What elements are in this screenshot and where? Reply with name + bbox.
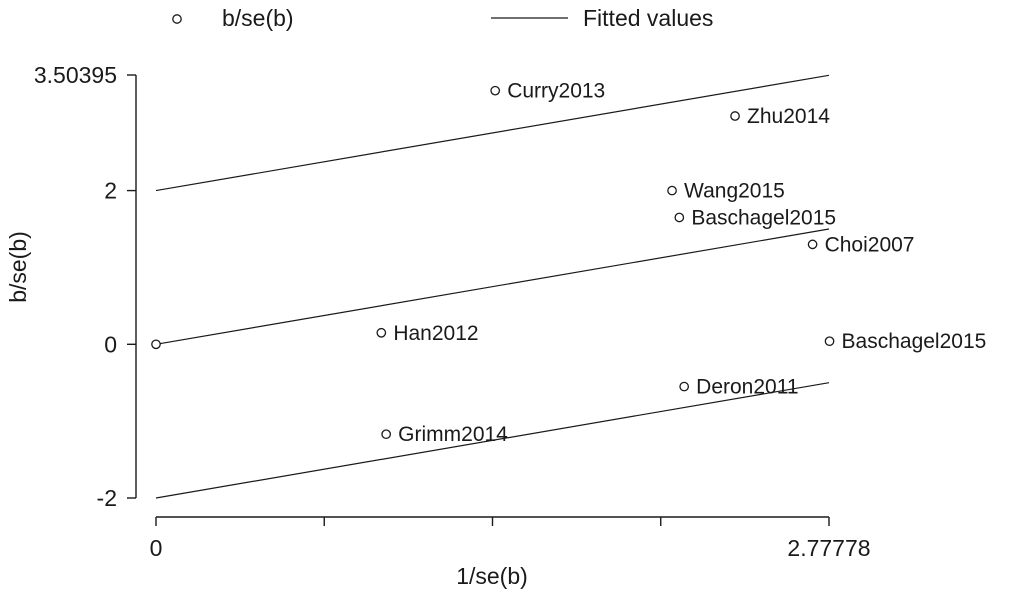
y-tick-label: 3.50395 [34,62,117,88]
y-tick-label: 0 [104,331,117,357]
point-label: Wang2015 [684,180,785,203]
scatter-point [667,185,677,196]
scatter-point [151,339,161,350]
x-tick-label: 0 [150,535,163,561]
point-label: Baschagel2015 [691,206,836,229]
x-axis-title: 1/se(b) [456,563,528,589]
legend-marker-icon [172,14,182,24]
legend-label-points: b/se(b) [222,5,294,31]
point-labels: Han2012 Grimm2014 Curry2013 Wang2015 Baschag… [393,80,986,447]
point-label: Deron2011 [696,376,798,399]
fitted-lines [155,74,830,499]
scatter-point [824,336,835,347]
y-ticks: -2 0 2 3.50395 [34,62,136,511]
x-tick-label: 2.77778 [787,535,870,561]
legend-label-fitted: Fitted values [583,5,713,31]
y-axis-title: b/se(b) [5,231,31,303]
point-label: Curry2013 [507,80,605,103]
y-tick-label: -2 [97,485,117,511]
scatter-point [490,85,501,96]
scatter-point [730,111,740,121]
point-label: Choi2007 [825,233,915,256]
point-label: Baschagel2015 [842,330,987,353]
fitted-line [155,228,830,345]
x-ticks: 0 2.77778 [150,517,871,561]
y-tick-label: 2 [104,178,117,204]
point-label: Zhu2014 [747,105,830,128]
scatter-points [151,85,835,440]
point-label: Han2012 [393,322,478,345]
point-label: Grimm2014 [398,423,508,446]
scatter-point [381,429,392,440]
fitted-line [155,74,830,192]
scatter-point [674,212,685,223]
scatter-point [807,239,818,250]
legend: b/se(b) Fitted values [172,5,713,31]
scatter-point [679,381,690,392]
scatter-point [376,327,387,338]
fitted-line [155,382,830,499]
